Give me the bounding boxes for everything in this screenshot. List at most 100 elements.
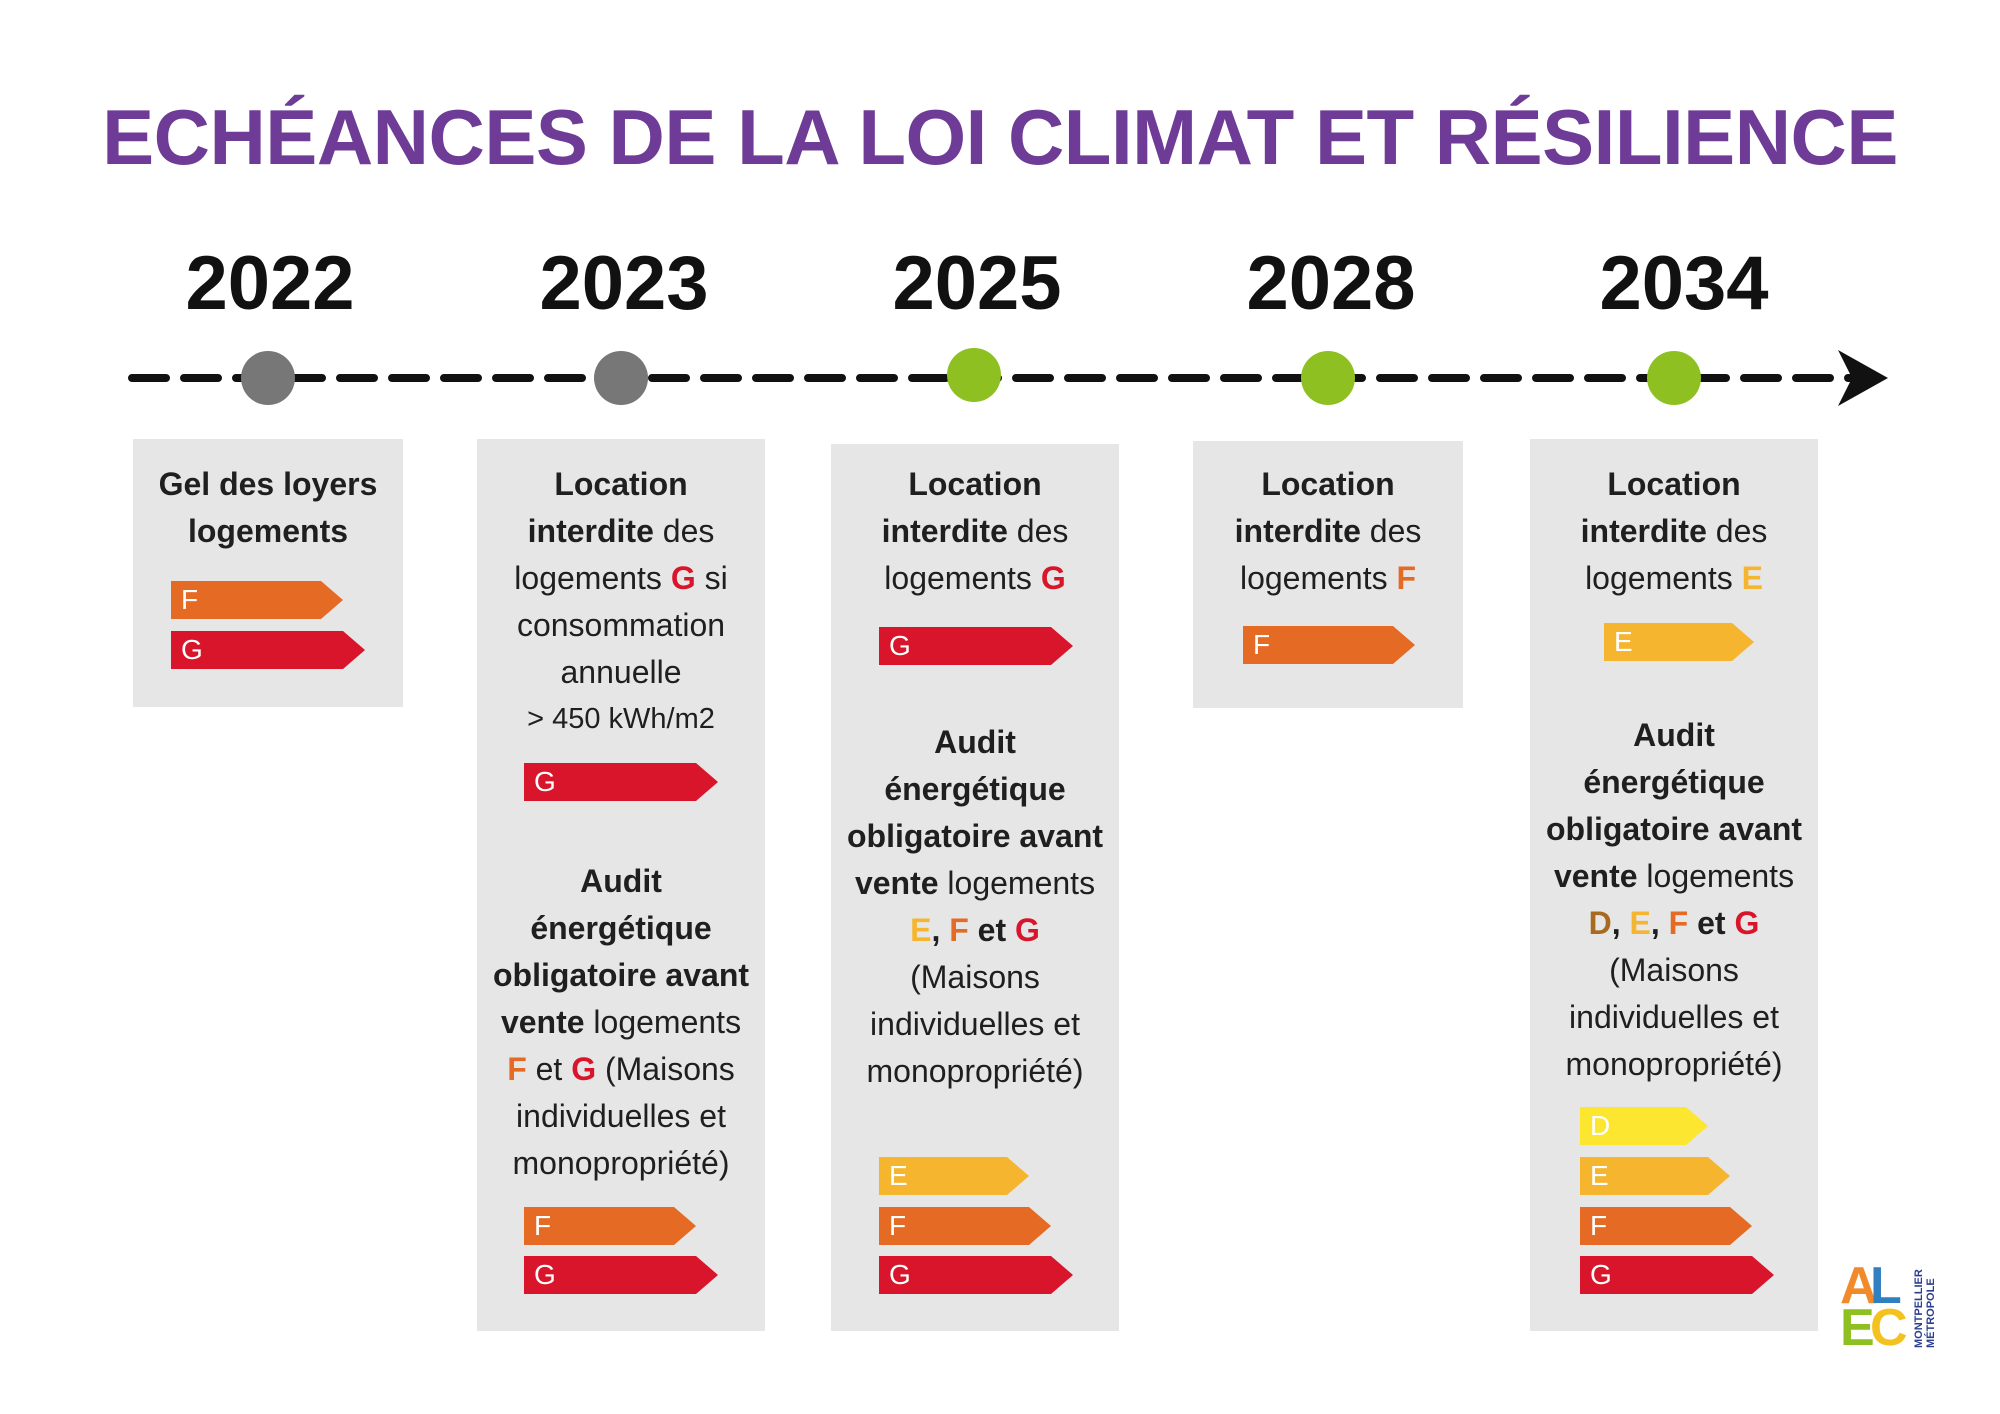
- energy-label-F: F: [524, 1207, 696, 1245]
- audit-logements: logements: [584, 1004, 742, 1040]
- location-line-4: consommation: [516, 607, 726, 643]
- audit-comma-2: ,: [1650, 905, 1669, 941]
- audit-line-1: Audit: [580, 863, 662, 899]
- logo-letter-e: E: [1840, 1299, 1875, 1357]
- location-title: Location: [1261, 466, 1395, 502]
- audit-letter-G: G: [1734, 905, 1760, 941]
- audit-line-5: E, F et G: [831, 907, 1119, 954]
- location-line-2: interdite des: [831, 508, 1119, 555]
- audit-comma-1: ,: [1611, 905, 1630, 941]
- location-logements: logements: [1585, 560, 1742, 596]
- location-bold: interdite: [881, 513, 1008, 549]
- energy-label-F: F: [879, 1207, 1051, 1245]
- audit-line-1: Audit: [1633, 717, 1715, 753]
- logo-letter-c: C: [1870, 1299, 1908, 1357]
- audit-line-1: Audit: [934, 724, 1016, 760]
- audit-line-5: F et G (Maisons: [477, 1046, 765, 1093]
- audit-vente: vente: [854, 865, 939, 901]
- energy-label-E: E: [1580, 1157, 1730, 1195]
- energy-label-E: E: [879, 1157, 1029, 1195]
- milestone-dot-2023: [594, 351, 648, 405]
- location-line-3: logements G: [831, 555, 1119, 602]
- logo-side-text: MONTPELLIER MÉTROPOLE: [1913, 1269, 1937, 1348]
- energy-label-E: E: [1604, 623, 1754, 661]
- location-bold: interdite: [1580, 513, 1707, 549]
- logo-letter-a: A: [1840, 1257, 1878, 1315]
- location-rest: des: [1360, 513, 1422, 549]
- year-2022: 2022: [185, 241, 355, 326]
- milestone-dot-2025: [947, 348, 1001, 402]
- audit-et: et: [1688, 905, 1735, 941]
- location-line-2: interdite des: [477, 508, 765, 555]
- audit-letter-F: F: [1668, 905, 1689, 941]
- location-logements: logements: [884, 560, 1041, 596]
- logo-letter-l: L: [1870, 1257, 1902, 1315]
- year-2028: 2028: [1246, 241, 1416, 326]
- audit-line-8: monopropriété): [866, 1053, 1084, 1089]
- audit-et: et: [968, 912, 1015, 948]
- location-title: Location: [554, 466, 688, 502]
- audit-logements: logements: [1637, 858, 1795, 894]
- audit-et: et: [526, 1051, 572, 1087]
- audit-line-3: obligatoire avant: [1545, 811, 1803, 847]
- location-logements: logements: [514, 560, 671, 596]
- page-title: ECHÉANCES DE LA LOI CLIMAT ET RÉSILIENCE: [102, 93, 1898, 181]
- location-rest: des: [653, 513, 715, 549]
- audit-line-4: vente logements: [477, 999, 765, 1046]
- energy-label-F: F: [171, 581, 343, 619]
- audit-maisons: (Maisons: [596, 1051, 735, 1087]
- audit-line-3: obligatoire avant: [492, 957, 750, 993]
- location-si: si: [695, 560, 728, 596]
- timeline-arrowhead: [1838, 350, 1888, 406]
- audit-vente: vente: [500, 1004, 585, 1040]
- audit-line-7: monopropriété): [512, 1145, 730, 1181]
- energy-label-F: F: [1580, 1207, 1752, 1245]
- logo-side-line-2: MÉTROPOLE: [1924, 1278, 1937, 1348]
- location-letter-E: E: [1741, 560, 1763, 596]
- audit-line-2: énergétique: [1583, 764, 1765, 800]
- card-2028: Location interdite des logements F: [1193, 441, 1463, 708]
- energy-label-G: G: [1580, 1256, 1774, 1294]
- audit-line-7: individuelles et: [1569, 999, 1779, 1035]
- audit-letter-F: F: [507, 1051, 527, 1087]
- milestone-dot-2034: [1647, 351, 1701, 405]
- audit-line-2: énergétique: [530, 910, 712, 946]
- milestone-dot-2028: [1301, 351, 1355, 405]
- location-line-2: interdite des: [1193, 508, 1463, 555]
- location-line-2: interdite des: [1530, 508, 1818, 555]
- energy-label-G: G: [879, 627, 1073, 665]
- energy-label-D: D: [1580, 1107, 1708, 1145]
- location-line-3: logements F: [1193, 555, 1463, 602]
- audit-line-6: individuelles et: [516, 1098, 726, 1134]
- energy-label-G: G: [879, 1256, 1073, 1294]
- card-2022-heading: Gel des loyers logements: [158, 466, 378, 549]
- location-title: Location: [1607, 466, 1741, 502]
- year-2034: 2034: [1599, 241, 1769, 326]
- energy-label-F: F: [1243, 626, 1415, 664]
- location-rest: des: [1007, 513, 1069, 549]
- audit-letter-E: E: [1629, 905, 1651, 941]
- audit-line-4: vente logements: [1530, 853, 1818, 900]
- audit-letter-G: G: [1015, 912, 1040, 948]
- location-rest: des: [1706, 513, 1768, 549]
- location-logements: logements: [1239, 560, 1397, 596]
- audit-logements: logements: [938, 865, 1096, 901]
- year-2023: 2023: [539, 241, 709, 326]
- energy-label-G: G: [524, 1256, 718, 1294]
- audit-line-5: D, E, F et G: [1530, 900, 1818, 947]
- energy-label-G: G: [171, 631, 365, 669]
- year-2025: 2025: [892, 241, 1062, 326]
- milestone-dot-2022: [241, 351, 295, 405]
- audit-line-4: vente logements: [831, 860, 1119, 907]
- audit-letter-G: G: [571, 1051, 597, 1087]
- location-bold: interdite: [1234, 513, 1361, 549]
- location-line-5: annuelle: [560, 654, 682, 690]
- audit-line-3: obligatoire avant: [846, 818, 1104, 854]
- location-line-3: logements G si: [477, 555, 765, 602]
- audit-line-8: monopropriété): [1565, 1046, 1783, 1082]
- card-2023: Location interdite des logements G si co…: [477, 439, 765, 1331]
- audit-vente: vente: [1553, 858, 1638, 894]
- audit-line-6: (Maisons: [1609, 952, 1739, 988]
- alec-logo: A L E C MONTPELLIER MÉTROPOLE: [1840, 1257, 1950, 1354]
- energy-label-G: G: [524, 763, 718, 801]
